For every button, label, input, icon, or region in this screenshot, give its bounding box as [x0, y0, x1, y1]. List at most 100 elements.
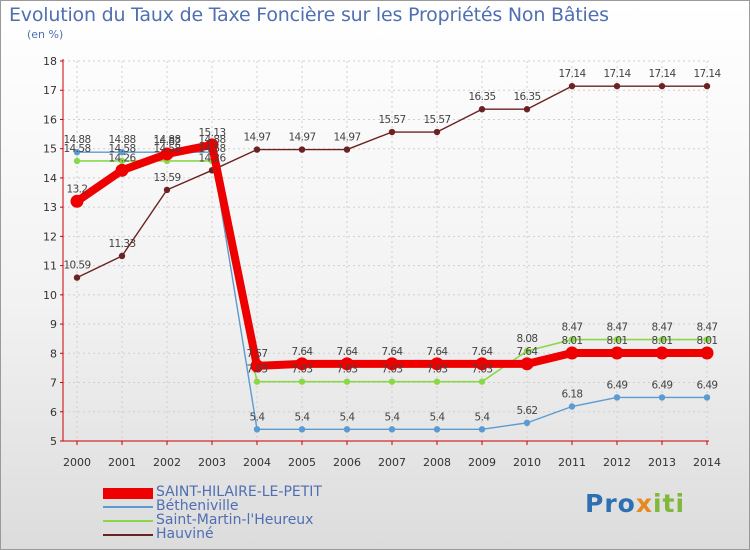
data-point [568, 82, 576, 90]
data-point [433, 378, 441, 385]
data-label: 14.58 [153, 143, 180, 155]
legend-label: SAINT-HILAIRE-LE-PETIT [156, 484, 322, 500]
data-label: 15.13 [198, 127, 225, 139]
y-tick-label: 7 [50, 377, 57, 390]
data-point [430, 357, 444, 371]
data-label: 5.4 [475, 411, 491, 423]
data-label: 7.64 [427, 346, 449, 358]
x-tick-label: 2006 [333, 456, 361, 469]
data-label: 8.01 [562, 335, 583, 347]
data-label: 7.64 [337, 346, 359, 358]
data-label: 5.4 [295, 411, 311, 423]
data-point [703, 336, 711, 343]
data-label: 7.57 [247, 348, 268, 360]
data-label: 14.58 [198, 143, 225, 155]
data-point [655, 346, 669, 360]
data-point [433, 128, 441, 136]
legend-swatch [103, 520, 153, 522]
x-tick-label: 2004 [243, 456, 271, 469]
data-point [568, 336, 576, 343]
data-label: 8.47 [697, 322, 718, 334]
data-label: 14.88 [153, 134, 180, 146]
y-tick-label: 10 [43, 289, 57, 302]
data-label: 7.64 [382, 346, 404, 358]
data-label: 6.49 [652, 379, 673, 391]
data-label: 8.01 [607, 335, 628, 347]
data-point [478, 426, 486, 433]
data-label: 8.01 [697, 335, 718, 347]
data-point [253, 378, 261, 385]
data-point [388, 128, 396, 136]
data-point [343, 146, 351, 153]
y-tick-label: 14 [43, 172, 57, 185]
data-point [478, 106, 486, 113]
y-tick-label: 17 [43, 84, 57, 97]
data-label: 5.62 [517, 405, 538, 417]
data-point [115, 163, 129, 177]
brand-logo-part: x [635, 489, 653, 518]
y-tick-label: 8 [50, 347, 57, 360]
data-point [388, 426, 396, 433]
data-label: 7.03 [337, 364, 358, 376]
data-point [118, 157, 126, 165]
data-point [70, 194, 84, 208]
data-label: 14.97 [333, 132, 360, 144]
data-point [568, 403, 576, 410]
data-label: 17.14 [693, 68, 721, 80]
data-point [298, 378, 306, 385]
data-point [658, 82, 666, 90]
x-tick-label: 2001 [108, 456, 136, 469]
data-label: 6.18 [562, 389, 583, 401]
data-point [475, 357, 489, 371]
data-point [298, 426, 306, 433]
data-point [118, 252, 126, 260]
data-point [703, 394, 711, 401]
data-label: 15.57 [378, 114, 405, 126]
data-label: 14.58 [108, 143, 135, 155]
brand-logo-part: Pro [585, 489, 636, 518]
y-tick-label: 13 [43, 201, 57, 214]
data-point [253, 426, 261, 433]
data-point [703, 82, 711, 90]
y-tick-label: 15 [43, 143, 57, 156]
y-tick-label: 18 [43, 55, 57, 68]
data-label: 13.2 [67, 183, 88, 195]
data-label: 5.4 [430, 411, 446, 423]
data-point [253, 146, 261, 153]
data-label: 17.14 [558, 68, 586, 80]
data-label: 16.35 [513, 91, 540, 103]
y-tick-label: 9 [50, 318, 57, 331]
data-point [610, 346, 624, 360]
legend-label: Hauviné [156, 526, 214, 542]
legend-swatch [103, 534, 153, 536]
y-tick-label: 16 [43, 113, 57, 126]
data-point [388, 378, 396, 385]
x-tick-label: 2014 [693, 456, 721, 469]
data-label: 5.4 [340, 411, 356, 423]
data-label: 7.64 [292, 346, 314, 358]
x-tick-label: 2003 [198, 456, 226, 469]
data-label: 14.58 [63, 143, 90, 155]
data-point [343, 426, 351, 433]
data-label: 7.64 [517, 346, 539, 358]
data-label: 7.03 [292, 364, 313, 376]
data-label: 17.14 [603, 68, 631, 80]
data-label: 8.47 [607, 322, 628, 334]
data-label: 14.88 [108, 134, 135, 146]
x-tick-label: 2012 [603, 456, 631, 469]
data-point [73, 274, 81, 281]
data-point [205, 138, 219, 152]
data-point [658, 336, 666, 343]
chart-title: Evolution du Taux de Taxe Foncière sur l… [9, 4, 609, 26]
data-label: 14.88 [63, 134, 90, 146]
data-label: 7.03 [427, 364, 448, 376]
data-label: 14.97 [288, 132, 315, 144]
y-tick-label: 12 [43, 230, 57, 243]
x-tick-label: 2000 [63, 456, 91, 469]
legend-swatch [103, 488, 153, 499]
data-point [163, 186, 171, 194]
data-label: 14.26 [108, 152, 136, 164]
data-label: 14.97 [243, 132, 270, 144]
x-tick-label: 2005 [288, 456, 316, 469]
